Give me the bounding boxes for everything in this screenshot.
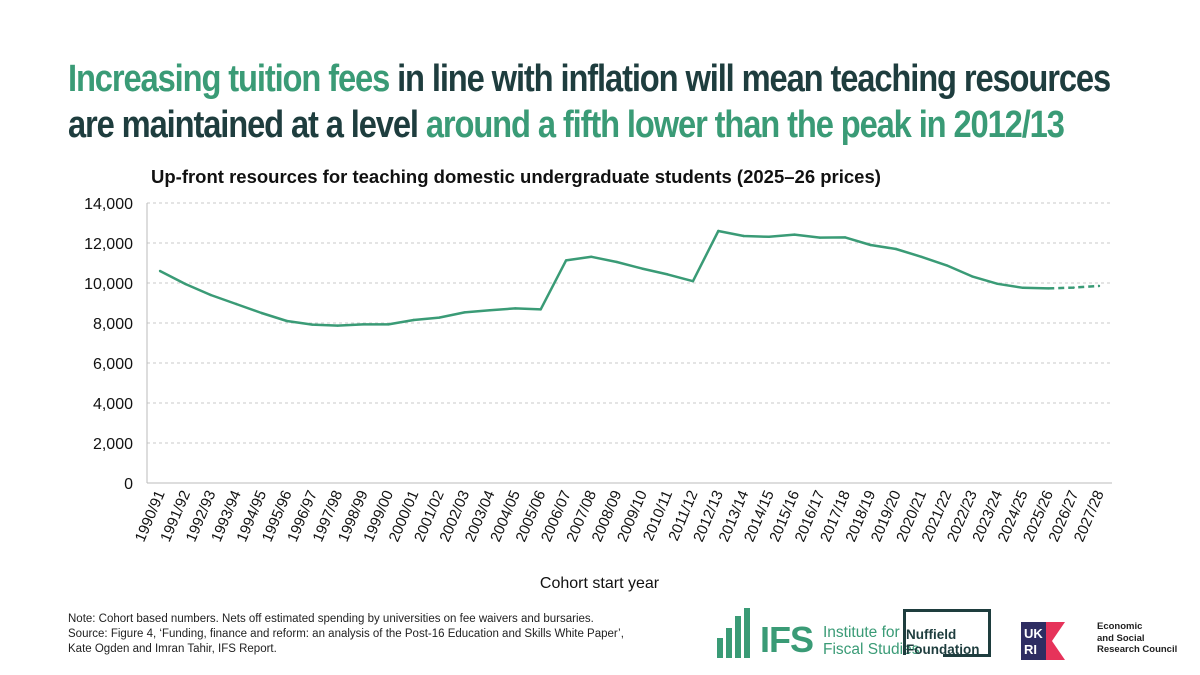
- y-tick-label: 14,000: [84, 196, 133, 213]
- ifs-logo-icon: [717, 608, 757, 658]
- headline: Increasing tuition fees in line with inf…: [68, 56, 1111, 148]
- ifs-logo-name: Institute for Fiscal Studies: [823, 624, 920, 658]
- data-point: [920, 255, 923, 258]
- footnote-line: Source: Figure 4, ‘Funding, finance and …: [68, 628, 624, 640]
- nuffield-logo-name: Nuffield Foundation: [906, 627, 980, 657]
- data-point: [793, 233, 796, 236]
- data-point: [1072, 286, 1075, 289]
- data-point: [717, 229, 720, 233]
- data-point: [387, 323, 390, 326]
- data-point: [488, 309, 492, 312]
- data-point: [844, 236, 847, 239]
- ifs-logo-mark: IFS: [760, 619, 814, 660]
- data-point: [1097, 284, 1101, 288]
- data-point: [361, 323, 365, 326]
- footnote-line: Note: Cohort based numbers. Nets off est…: [68, 613, 594, 625]
- line-chart: 02,0004,0006,0008,00010,00012,00014,0001…: [84, 196, 1112, 592]
- y-tick-label: 6,000: [93, 356, 133, 373]
- series-line: [159, 229, 1049, 327]
- data-point: [234, 302, 238, 306]
- data-point: [1047, 287, 1050, 290]
- ukri-logo-icon: UK RI: [1021, 622, 1065, 660]
- y-tick-label: 10,000: [84, 276, 133, 293]
- data-point: [285, 319, 289, 323]
- headline-highlight-2: around a fifth lower than the peak in 20…: [425, 104, 1065, 146]
- data-point: [184, 282, 187, 286]
- data-point: [640, 267, 644, 270]
- data-point: [615, 260, 619, 264]
- data-point: [564, 259, 568, 262]
- data-point: [209, 293, 212, 297]
- data-point: [691, 280, 695, 283]
- data-point: [945, 264, 948, 267]
- data-point: [894, 247, 898, 251]
- data-point: [590, 255, 593, 258]
- y-tick-label: 8,000: [93, 316, 133, 333]
- data-point: [818, 236, 822, 239]
- data-point: [767, 235, 771, 238]
- svg-text:UK: UK: [1024, 626, 1043, 641]
- data-point: [311, 323, 314, 326]
- data-point: [869, 243, 872, 247]
- nuffield-logo-icon: [903, 609, 991, 657]
- data-point: [412, 318, 415, 322]
- esrc-logo-name: Economic and Social Research Council: [1097, 621, 1178, 655]
- data-point: [336, 324, 339, 327]
- y-tick-label: 2,000: [93, 436, 133, 453]
- data-point: [437, 316, 441, 319]
- data-point: [260, 311, 263, 315]
- footnote: Note: Cohort based numbers. Nets off est…: [68, 612, 624, 657]
- headline-highlight-1: Increasing tuition fees: [68, 58, 390, 100]
- x-axis-title: Cohort start year: [540, 575, 660, 592]
- chart-title: Up-front resources for teaching domestic…: [151, 166, 881, 187]
- data-point: [666, 273, 669, 276]
- headline-text-2: are maintained at a level: [68, 104, 426, 146]
- data-point: [514, 307, 517, 310]
- headline-text-1: in line with inflation will mean teachin…: [389, 58, 1111, 100]
- data-point: [742, 234, 745, 238]
- data-point: [1021, 286, 1025, 289]
- data-point: [970, 275, 974, 278]
- data-point: [996, 282, 999, 285]
- data-point: [463, 311, 466, 314]
- data-point: [539, 308, 542, 311]
- svg-text:RI: RI: [1024, 642, 1037, 657]
- footnote-line: Kate Ogden and Imran Tahir, IFS Report.: [68, 643, 277, 655]
- data-point: [158, 269, 162, 273]
- y-tick-label: 12,000: [84, 236, 133, 253]
- y-tick-label: 4,000: [93, 396, 133, 413]
- y-tick-label: 0: [124, 476, 133, 493]
